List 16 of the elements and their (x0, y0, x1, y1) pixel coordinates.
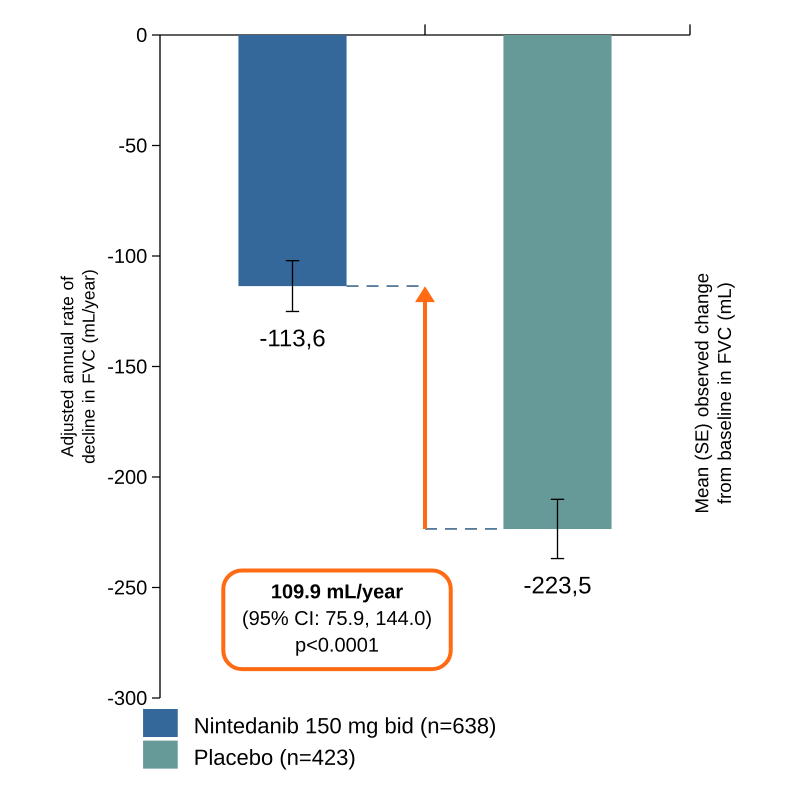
legend-label: Placebo (n=423) (196, 748, 354, 770)
y-tick-label: -250 (108, 580, 146, 595)
data-label: -223,5 (524, 576, 591, 596)
annotation: p<0.0001 (296, 638, 378, 656)
legend-label: Nintedanib 150 mg bid (n=638) (196, 717, 495, 738)
y-tick-label: 0 (136, 28, 146, 42)
y2-axis-title: Mean (SE) observed change from baseline in FVC (mL) (694, 274, 735, 512)
annotation: (95% CI: 75.9, 144.0) (243, 610, 431, 630)
y-tick-label: -200 (108, 470, 146, 484)
annotation: 109.9 mL/year (272, 584, 403, 602)
y-axis-title: Adjusted annual rate of decline in FVC (mL/year) (60, 270, 98, 464)
y-tick-label: -300 (108, 690, 146, 706)
y-tick-label: -50 (119, 138, 146, 153)
y-tick-label: -150 (108, 359, 146, 374)
data-label: -113,6 (260, 330, 325, 350)
y-tick-label: -100 (108, 248, 146, 264)
